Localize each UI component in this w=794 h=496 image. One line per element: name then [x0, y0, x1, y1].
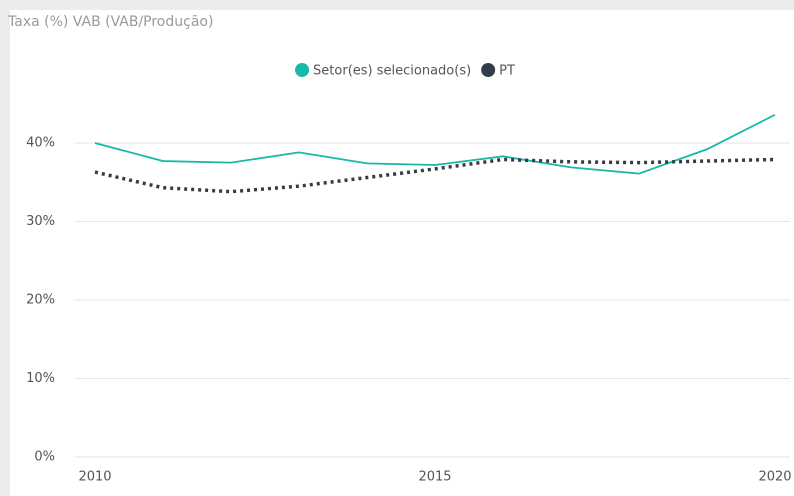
x-tick-label: 2015	[418, 470, 451, 485]
chart-title: Taxa (%) VAB (VAB/Produção)	[7, 14, 213, 30]
y-tick-label: 20%	[26, 293, 55, 308]
legend-label: Setor(es) selecionado(s)	[313, 64, 471, 79]
y-tick-label: 0%	[34, 450, 55, 465]
x-tick-label: 2010	[78, 470, 111, 485]
legend-marker	[295, 63, 310, 77]
series-line	[94, 157, 776, 194]
legend-label: PT	[499, 64, 515, 79]
y-tick-label: 40%	[26, 136, 55, 151]
y-tick-label: 10%	[26, 371, 55, 386]
series-line	[94, 113, 776, 175]
legend-marker	[481, 63, 496, 77]
x-tick-label: 2020	[758, 470, 791, 485]
panel	[10, 10, 794, 496]
y-tick-label: 30%	[26, 214, 55, 229]
